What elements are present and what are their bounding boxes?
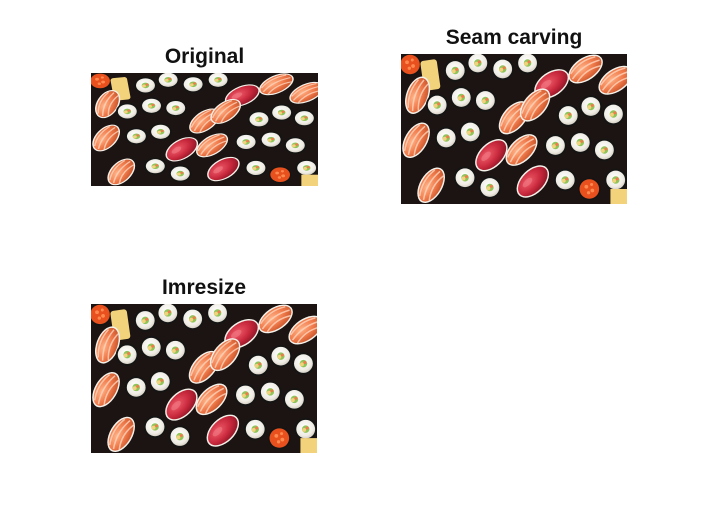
- imresize-image: [91, 304, 317, 453]
- seam-carving-title: Seam carving: [445, 26, 583, 49]
- seam-carving-image: [401, 54, 627, 204]
- original-title: Original: [164, 45, 245, 68]
- imresize-panel: Imresize: [91, 276, 317, 453]
- original-panel: Original: [91, 45, 318, 186]
- original-image: [91, 73, 318, 186]
- imresize-title: Imresize: [161, 276, 247, 299]
- seam-carving-panel: Seam carving: [401, 26, 627, 204]
